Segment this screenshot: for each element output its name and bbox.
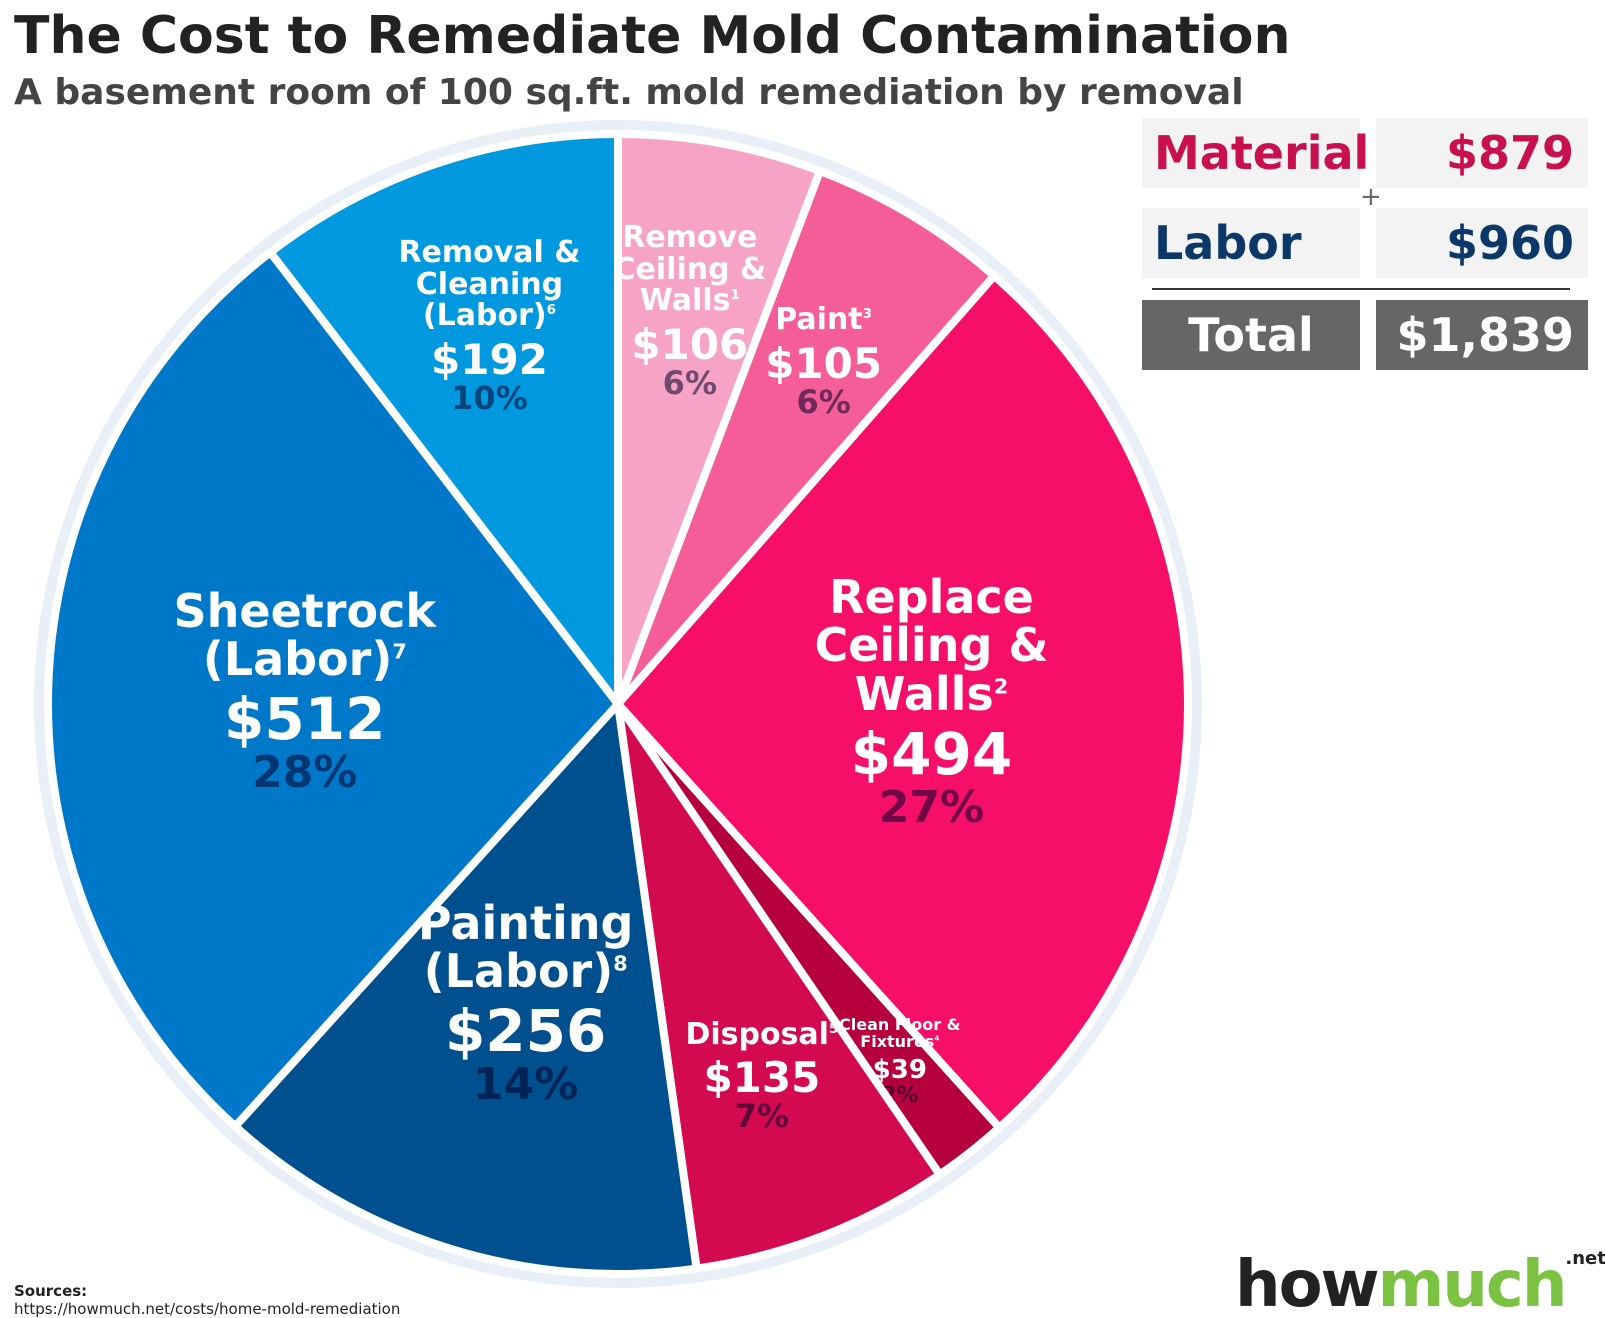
summary-value: $1,839	[1376, 300, 1588, 370]
slice	[614, 166, 999, 708]
footnote: 6	[546, 302, 556, 319]
footnote: 2	[993, 674, 1009, 699]
summary-value: $879	[1376, 118, 1588, 188]
source: https://howmuch.net/costs/home-mold-reme…	[14, 1300, 401, 1318]
category-label: Replace Ceiling & Walls2	[741, 573, 1121, 718]
summary-label: Total	[1142, 300, 1360, 370]
category-label: Clean Floor & Fixtures4	[800, 1017, 1000, 1051]
category-name: Disposal	[685, 1016, 829, 1052]
percent-label: 10%	[451, 378, 528, 417]
category-name: Replace Ceiling & Walls	[814, 570, 1049, 721]
category-label: Remove Ceiling & Walls1	[565, 222, 815, 317]
category-name: Sheetrock (Labor)	[173, 583, 436, 686]
logo-much: much	[1377, 1248, 1568, 1318]
summary-value: $960	[1376, 208, 1588, 278]
slice	[614, 700, 944, 1273]
category-label: Sheetrock (Labor)7	[115, 583, 495, 686]
percent-label: 14%	[472, 1059, 579, 1111]
value-label: $106	[631, 319, 749, 369]
slice-label-box: Painting (Labor)8 $256 14%	[336, 864, 716, 1144]
footnote: 5	[828, 1020, 839, 1037]
footnote: 7	[392, 639, 407, 664]
category-name: Paint	[775, 302, 863, 338]
slice-label-box: Removal & Cleaning (Labor)6 $192 10%	[364, 216, 614, 436]
value-label: $494	[850, 720, 1013, 789]
slice-label-box: Replace Ceiling & Walls2 $494 27%	[741, 562, 1121, 842]
category-label: Disposal5	[637, 1016, 887, 1052]
slice-label: Clean Floor & Fixtures4$392%	[800, 1002, 1000, 1122]
value-label: $512	[224, 685, 386, 754]
category-name: Clean Floor & Fixtures	[838, 1015, 961, 1052]
subtitle: A basement room of 100 sq.ft. mold remed…	[14, 72, 1244, 113]
slice	[614, 271, 1192, 1132]
logo-how: how	[1235, 1248, 1380, 1318]
sources-label: Sources:	[14, 1282, 88, 1300]
percent-label: 6%	[662, 364, 717, 403]
category-label: Paint3	[699, 304, 949, 336]
summary-label: Labor	[1142, 208, 1360, 278]
category-name: Remove Ceiling & Walls	[613, 220, 767, 319]
slice	[44, 248, 622, 1131]
value-label: $39	[872, 1055, 927, 1086]
footnote: 4	[934, 1033, 940, 1043]
slice-label-box: Paint3 $105 6%	[699, 252, 949, 472]
category-name: Painting (Labor)	[417, 895, 634, 999]
footnote: 3	[862, 306, 873, 323]
percent-label: 28%	[252, 747, 358, 799]
slice-label-box: Sheetrock (Labor)7 $512 28%	[115, 551, 495, 831]
footnote: 1	[730, 287, 740, 304]
category-label: Painting (Labor)8	[336, 899, 716, 996]
summary-label: Material	[1142, 118, 1369, 188]
value-label: $256	[444, 997, 607, 1066]
summary-rule	[1152, 288, 1570, 290]
slice	[231, 700, 701, 1278]
value-label: $135	[703, 1053, 821, 1103]
plus-sign: +	[1360, 182, 1382, 212]
slice-label-box: Clean Floor & Fixtures4 $39 2%	[800, 1002, 1000, 1122]
value-label: $192	[431, 334, 548, 384]
title: The Cost to Remediate Mold Contamination	[14, 6, 1291, 66]
logo-net: .net	[1565, 1248, 1605, 1269]
logo: howmuch.net	[1235, 1248, 1605, 1318]
category-label: Removal & Cleaning (Labor)6	[364, 237, 614, 332]
percent-label: 27%	[878, 781, 985, 833]
percent-label: 6%	[796, 383, 851, 422]
footnote: 8	[613, 951, 628, 976]
category-name: Removal & Cleaning (Labor)	[398, 235, 581, 334]
percent-label: 7%	[734, 1097, 790, 1136]
slice-label-box: Disposal5 $135 7%	[637, 966, 887, 1186]
value-label: $105	[765, 338, 883, 388]
slice	[266, 130, 622, 708]
slice-label-box: Remove Ceiling & Walls1 $106 6%	[565, 202, 815, 422]
